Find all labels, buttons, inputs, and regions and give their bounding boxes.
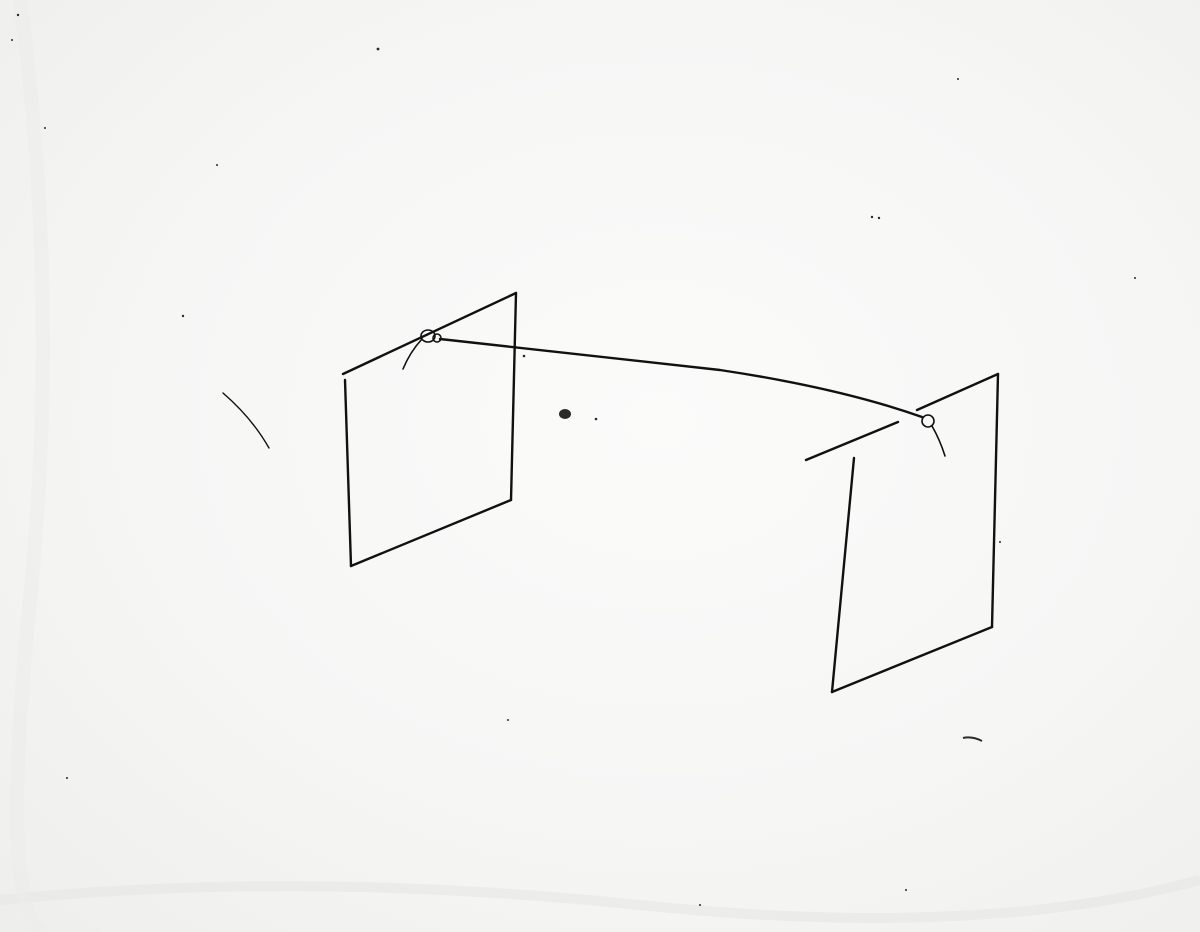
ink-speck bbox=[181, 314, 185, 318]
ink-smudge bbox=[962, 736, 983, 742]
left-panel-left-edge bbox=[343, 378, 353, 568]
right-panel-top-edge-right bbox=[915, 372, 1000, 412]
right-knot bbox=[921, 414, 946, 457]
right-panel-top-edge-left bbox=[804, 420, 900, 462]
paper-fold-shadow bbox=[10, 0, 50, 932]
left-panel bbox=[341, 291, 518, 568]
ink-speck bbox=[1134, 277, 1136, 279]
connecting-string bbox=[438, 337, 924, 419]
right-knot-loop bbox=[921, 414, 935, 428]
right-panel-right-edge bbox=[990, 372, 1000, 629]
ink-speck bbox=[905, 889, 907, 891]
ink-speck bbox=[66, 777, 68, 779]
left-panel-right-edge bbox=[509, 291, 518, 502]
ink-speck bbox=[376, 47, 380, 51]
left-panel-bottom-edge bbox=[349, 498, 513, 568]
ink-speck bbox=[699, 904, 701, 906]
ink-speck bbox=[957, 78, 959, 80]
right-knot-tail bbox=[931, 425, 946, 457]
ink-blot bbox=[559, 409, 571, 419]
ink-speck bbox=[522, 354, 526, 358]
ink-speck bbox=[999, 541, 1001, 543]
stray-pen-stroke bbox=[222, 392, 270, 449]
right-panel-left-edge bbox=[830, 456, 856, 694]
ink-speck bbox=[870, 215, 874, 219]
ink-speck bbox=[44, 127, 46, 129]
ink-speck bbox=[507, 719, 509, 721]
ink-speck bbox=[877, 216, 881, 220]
left-panel-top-edge bbox=[341, 291, 518, 376]
ink-speck bbox=[16, 13, 20, 17]
right-panel-bottom-edge bbox=[830, 625, 994, 694]
right-panel bbox=[804, 372, 1000, 694]
left-knot-loop bbox=[420, 329, 436, 343]
paper-fold-shadow bbox=[0, 875, 1200, 923]
ink-speck bbox=[594, 417, 598, 421]
ink-speck bbox=[216, 164, 218, 166]
ink-speck bbox=[11, 39, 13, 41]
left-knot-tail bbox=[402, 338, 423, 370]
